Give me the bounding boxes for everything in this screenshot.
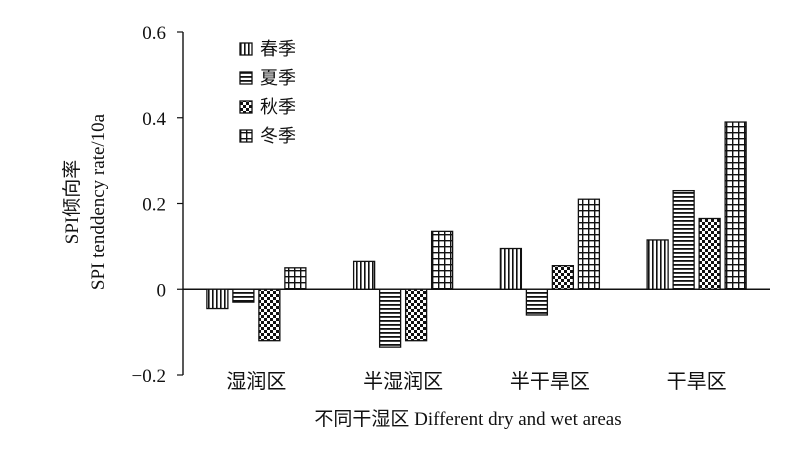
bar bbox=[284, 267, 307, 290]
y-tick-label: 0.2 bbox=[142, 195, 166, 216]
bar bbox=[206, 288, 229, 310]
bar bbox=[672, 189, 695, 290]
bar bbox=[404, 288, 428, 342]
bar bbox=[232, 288, 255, 303]
bar bbox=[698, 217, 721, 290]
x-category-label: 半干旱区 bbox=[510, 370, 590, 393]
y-tick-label: 0.6 bbox=[142, 23, 166, 44]
x-category-label: 干旱区 bbox=[667, 371, 727, 393]
legend-label: 冬季 bbox=[260, 126, 296, 146]
x-category-label: 湿润区 bbox=[226, 370, 286, 393]
y-axis-title-line2: SPI tenddency rate/10a bbox=[88, 113, 109, 290]
bar bbox=[378, 288, 402, 348]
legend-label: 春季 bbox=[260, 39, 296, 59]
legend-label: 秋季 bbox=[260, 97, 296, 117]
bars-group bbox=[206, 121, 747, 348]
bar bbox=[646, 239, 669, 290]
x-axis-title: 不同干湿区 Different dry and wet areas bbox=[314, 408, 621, 430]
x-category-label: 半湿润区 bbox=[363, 370, 443, 393]
legend-swatch bbox=[239, 71, 253, 85]
bar bbox=[724, 121, 747, 290]
y-tick-label: −0.2 bbox=[132, 366, 166, 387]
bar bbox=[551, 265, 575, 290]
legend-swatch bbox=[239, 100, 253, 114]
y-tick-label: 0.4 bbox=[142, 109, 166, 130]
legend-swatch bbox=[239, 129, 253, 143]
legend-label: 夏季 bbox=[260, 68, 296, 88]
bar bbox=[430, 230, 454, 290]
y-tick-label: 0 bbox=[157, 280, 167, 301]
legend-swatch bbox=[239, 42, 253, 56]
bar bbox=[352, 260, 376, 290]
y-ticks: −0.2 0 0.2 0.4 0.6 bbox=[132, 23, 183, 387]
bar bbox=[525, 288, 549, 316]
x-category-labels: 湿润区 半湿润区 半干旱区 干旱区 bbox=[226, 370, 726, 393]
bar bbox=[577, 198, 601, 290]
bar bbox=[499, 247, 523, 290]
bar bbox=[258, 288, 281, 342]
y-axis-title-line1: SPI倾向率 bbox=[61, 160, 83, 244]
